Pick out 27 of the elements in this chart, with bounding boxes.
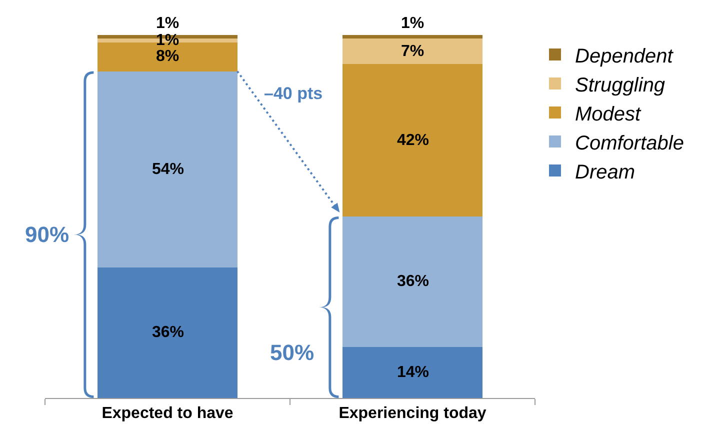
data-label: 7% bbox=[401, 43, 424, 60]
data-label: 1% bbox=[156, 15, 180, 32]
data-label: 42% bbox=[397, 132, 430, 149]
legend-label: Comfortable bbox=[575, 132, 684, 154]
data-label: 54% bbox=[152, 161, 184, 178]
annotation: 90% bbox=[25, 222, 70, 247]
data-label: 1% bbox=[401, 15, 424, 32]
bar bbox=[342, 64, 482, 216]
bar bbox=[98, 71, 238, 268]
x-tick-label: Expected to have bbox=[102, 405, 234, 422]
bar bbox=[342, 216, 482, 348]
legend-label: Dependent bbox=[575, 45, 674, 68]
data-label: 14% bbox=[397, 364, 430, 381]
legend-label: Modest bbox=[575, 103, 642, 126]
x-tick-label: Experiencing today bbox=[338, 405, 486, 422]
bar bbox=[342, 35, 482, 39]
annotation: –40 pts bbox=[264, 84, 323, 103]
data-label: 8% bbox=[156, 48, 180, 65]
legend-label: Struggling bbox=[575, 74, 666, 96]
bar bbox=[342, 347, 482, 398]
annotation: 50% bbox=[270, 340, 314, 365]
data-label: 36% bbox=[152, 324, 184, 341]
legend-label: Dream bbox=[575, 161, 636, 184]
bar bbox=[342, 38, 482, 64]
data-label: 36% bbox=[397, 273, 430, 290]
data-label: 1% bbox=[156, 32, 180, 49]
bar bbox=[98, 267, 238, 398]
